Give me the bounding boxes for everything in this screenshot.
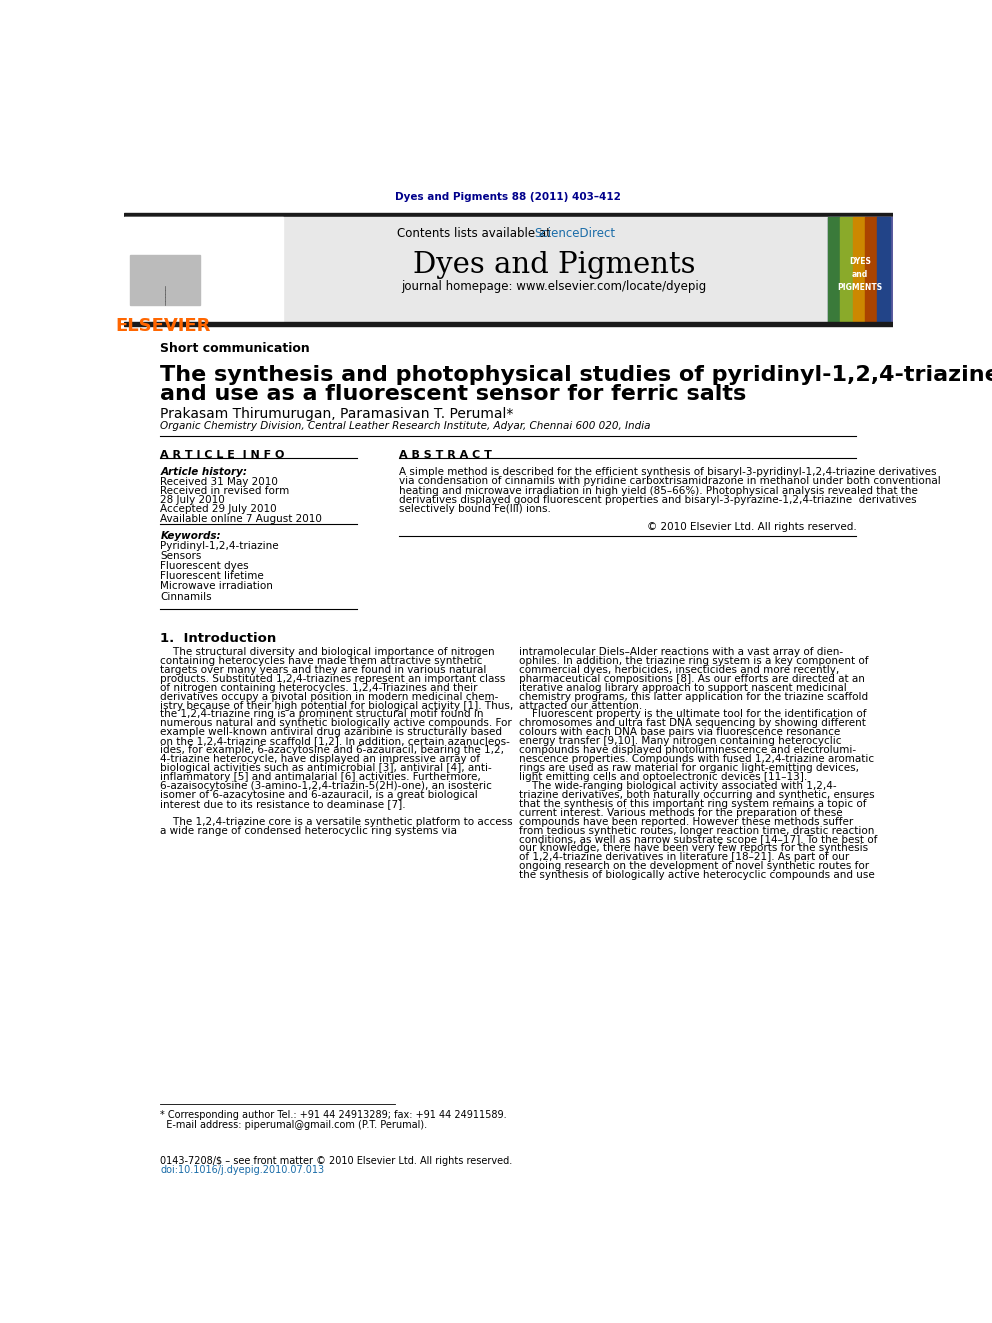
Text: via condensation of cinnamils with pyridine carboxtrisamidrazone in methanol und: via condensation of cinnamils with pyrid… <box>399 476 940 486</box>
Text: ScienceDirect: ScienceDirect <box>534 226 615 239</box>
Text: iterative analog library approach to support nascent medicinal: iterative analog library approach to sup… <box>519 683 847 693</box>
Text: and use as a fluorescent sensor for ferric salts: and use as a fluorescent sensor for ferr… <box>161 385 747 405</box>
Text: A simple method is described for the efficient synthesis of bisaryl-3-pyridinyl-: A simple method is described for the eff… <box>399 467 936 476</box>
Text: Fluorescent lifetime: Fluorescent lifetime <box>161 572 264 582</box>
Bar <box>124 213 893 217</box>
Text: that the synthesis of this important ring system remains a topic of: that the synthesis of this important rin… <box>519 799 867 808</box>
Text: attracted our attention.: attracted our attention. <box>519 701 643 710</box>
Text: targets over many years and they are found in various natural: targets over many years and they are fou… <box>161 664 487 675</box>
Text: compounds have been reported. However these methods suffer: compounds have been reported. However th… <box>519 816 853 827</box>
Text: Microwave irradiation: Microwave irradiation <box>161 582 274 591</box>
Text: The 1,2,4-triazine core is a versatile synthetic platform to access: The 1,2,4-triazine core is a versatile s… <box>161 816 513 827</box>
Text: ophiles. In addition, the triazine ring system is a key component of: ophiles. In addition, the triazine ring … <box>519 656 869 665</box>
Text: istry because of their high potential for biological activity [1]. Thus,: istry because of their high potential fo… <box>161 701 514 710</box>
Text: Cinnamils: Cinnamils <box>161 591 212 602</box>
Text: Dyes and Pigments 88 (2011) 403–412: Dyes and Pigments 88 (2011) 403–412 <box>396 192 621 202</box>
Bar <box>877 217 890 324</box>
Text: chemistry programs, this latter application for the triazine scaffold: chemistry programs, this latter applicat… <box>519 692 868 701</box>
Text: The wide-ranging biological activity associated with 1,2,4-: The wide-ranging biological activity ass… <box>519 781 837 791</box>
Text: of nitrogen containing heterocycles. 1,2,4-Triazines and their: of nitrogen containing heterocycles. 1,2… <box>161 683 478 693</box>
Text: © 2010 Elsevier Ltd. All rights reserved.: © 2010 Elsevier Ltd. All rights reserved… <box>647 523 856 532</box>
Text: commercial dyes, herbicides, insecticides and more recently,: commercial dyes, herbicides, insecticide… <box>519 664 839 675</box>
Bar <box>852 217 865 324</box>
Text: derivatives occupy a pivotal position in modern medicinal chem-: derivatives occupy a pivotal position in… <box>161 692 499 701</box>
Text: Received in revised form: Received in revised form <box>161 486 290 496</box>
Text: inflammatory [5] and antimalarial [6] activities. Furthermore,: inflammatory [5] and antimalarial [6] ac… <box>161 773 481 782</box>
Text: rings are used as raw material for organic light-emitting devices,: rings are used as raw material for organ… <box>519 763 859 773</box>
Text: ongoing research on the development of novel synthetic routes for: ongoing research on the development of n… <box>519 861 869 872</box>
Bar <box>124 217 283 324</box>
Bar <box>827 217 893 324</box>
Text: conditions, as well as narrow substrate scope [14–17]. To the best of: conditions, as well as narrow substrate … <box>519 835 878 844</box>
Text: 6-azaisocytosine (3-amino-1,2,4-triazin-5(2H)-one), an isosteric: 6-azaisocytosine (3-amino-1,2,4-triazin-… <box>161 781 492 791</box>
Text: numerous natural and synthetic biologically active compounds. For: numerous natural and synthetic biologica… <box>161 718 512 729</box>
Text: Received 31 May 2010: Received 31 May 2010 <box>161 476 279 487</box>
Text: The synthesis and photophysical studies of pyridinyl-1,2,4-triazine derivatives: The synthesis and photophysical studies … <box>161 365 992 385</box>
Text: the 1,2,4-triazine ring is a prominent structural motif found in: the 1,2,4-triazine ring is a prominent s… <box>161 709 484 720</box>
Text: Article history:: Article history: <box>161 467 247 476</box>
Text: A B S T R A C T: A B S T R A C T <box>399 450 492 460</box>
Text: of 1,2,4-triazine derivatives in literature [18–21]. As part of our: of 1,2,4-triazine derivatives in literat… <box>519 852 849 863</box>
Bar <box>827 217 840 324</box>
Text: 1.  Introduction: 1. Introduction <box>161 632 277 646</box>
Text: Contents lists available at: Contents lists available at <box>397 226 555 239</box>
Text: containing heterocycles have made them attractive synthetic: containing heterocycles have made them a… <box>161 656 483 665</box>
Text: The structural diversity and biological importance of nitrogen: The structural diversity and biological … <box>161 647 495 658</box>
Text: energy transfer [9,10]. Many nitrogen containing heterocyclic: energy transfer [9,10]. Many nitrogen co… <box>519 737 842 746</box>
Text: Available online 7 August 2010: Available online 7 August 2010 <box>161 513 322 524</box>
Text: Prakasam Thirumurugan, Paramasivan T. Perumal*: Prakasam Thirumurugan, Paramasivan T. Pe… <box>161 406 514 421</box>
Text: Keywords:: Keywords: <box>161 532 221 541</box>
Text: selectively bound Fe(III) ions.: selectively bound Fe(III) ions. <box>399 504 551 515</box>
Bar <box>124 217 893 324</box>
Text: isomer of 6-azacytosine and 6-azauracil, is a great biological: isomer of 6-azacytosine and 6-azauracil,… <box>161 790 478 800</box>
Text: colours with each DNA base pairs via fluorescence resonance: colours with each DNA base pairs via flu… <box>519 728 840 737</box>
Text: triazine derivatives, both naturally occurring and synthetic, ensures: triazine derivatives, both naturally occ… <box>519 790 875 800</box>
Text: A R T I C L E  I N F O: A R T I C L E I N F O <box>161 450 285 460</box>
Text: DYES
and
PIGMENTS: DYES and PIGMENTS <box>837 257 883 292</box>
Bar <box>130 255 200 306</box>
Text: Fluorescent property is the ultimate tool for the identification of: Fluorescent property is the ultimate too… <box>519 709 867 720</box>
Text: products. Substituted 1,2,4-triazines represent an important class: products. Substituted 1,2,4-triazines re… <box>161 673 506 684</box>
Text: Fluorescent dyes: Fluorescent dyes <box>161 561 249 572</box>
Text: on the 1,2,4-triazine scaffold [1,2]. In addition, certain azanucleos-: on the 1,2,4-triazine scaffold [1,2]. In… <box>161 737 510 746</box>
Text: pharmaceutical compositions [8]. As our efforts are directed at an: pharmaceutical compositions [8]. As our … <box>519 673 865 684</box>
Text: example well-known antiviral drug azaribine is structurally based: example well-known antiviral drug azarib… <box>161 728 502 737</box>
Text: 0143-7208/$ – see front matter © 2010 Elsevier Ltd. All rights reserved.: 0143-7208/$ – see front matter © 2010 El… <box>161 1156 513 1166</box>
Text: ELSEVIER: ELSEVIER <box>115 316 210 335</box>
Bar <box>865 217 877 324</box>
Text: Sensors: Sensors <box>161 552 201 561</box>
Text: Dyes and Pigments: Dyes and Pigments <box>413 251 695 279</box>
Text: the synthesis of biologically active heterocyclic compounds and use: the synthesis of biologically active het… <box>519 871 875 880</box>
Bar <box>840 217 852 324</box>
Text: light emitting cells and optoelectronic devices [11–13].: light emitting cells and optoelectronic … <box>519 773 807 782</box>
Text: Pyridinyl-1,2,4-triazine: Pyridinyl-1,2,4-triazine <box>161 541 279 552</box>
Text: E-mail address: piperumal@gmail.com (P.T. Perumal).: E-mail address: piperumal@gmail.com (P.T… <box>161 1121 428 1130</box>
Text: biological activities such as antimicrobial [3], antiviral [4], anti-: biological activities such as antimicrob… <box>161 763 492 773</box>
Text: derivatives displayed good fluorescent properties and bisaryl-3-pyrazine-1,2,4-t: derivatives displayed good fluorescent p… <box>399 495 917 505</box>
Text: a wide range of condensed heterocyclic ring systems via: a wide range of condensed heterocyclic r… <box>161 826 457 836</box>
Text: current interest. Various methods for the preparation of these: current interest. Various methods for th… <box>519 808 843 818</box>
Text: from tedious synthetic routes, longer reaction time, drastic reaction: from tedious synthetic routes, longer re… <box>519 826 875 836</box>
Bar <box>124 321 893 325</box>
Text: journal homepage: www.elsevier.com/locate/dyepig: journal homepage: www.elsevier.com/locat… <box>402 280 706 294</box>
Text: heating and microwave irradiation in high yield (85–66%). Photophysical analysis: heating and microwave irradiation in hig… <box>399 486 918 496</box>
Text: * Corresponding author Tel.: +91 44 24913289; fax: +91 44 24911589.: * Corresponding author Tel.: +91 44 2491… <box>161 1110 507 1121</box>
Text: nescence properties. Compounds with fused 1,2,4-triazine aromatic: nescence properties. Compounds with fuse… <box>519 754 874 765</box>
Text: Accepted 29 July 2010: Accepted 29 July 2010 <box>161 504 277 515</box>
Text: 28 July 2010: 28 July 2010 <box>161 495 225 505</box>
Text: interest due to its resistance to deaminase [7].: interest due to its resistance to deamin… <box>161 799 406 808</box>
Text: Short communication: Short communication <box>161 343 310 355</box>
Text: compounds have displayed photoluminescence and electrolumi-: compounds have displayed photoluminescen… <box>519 745 856 755</box>
Text: our knowledge, there have been very few reports for the synthesis: our knowledge, there have been very few … <box>519 844 868 853</box>
Text: intramolecular Diels–Alder reactions with a vast array of dien-: intramolecular Diels–Alder reactions wit… <box>519 647 843 658</box>
Text: chromosomes and ultra fast DNA sequencing by showing different: chromosomes and ultra fast DNA sequencin… <box>519 718 866 729</box>
Text: doi:10.1016/j.dyepig.2010.07.013: doi:10.1016/j.dyepig.2010.07.013 <box>161 1166 324 1175</box>
Text: ides, for example, 6-azacytosine and 6-azauracil, bearing the 1,2,: ides, for example, 6-azacytosine and 6-a… <box>161 745 504 755</box>
Text: 4-triazine heterocycle, have displayed an impressive array of: 4-triazine heterocycle, have displayed a… <box>161 754 480 765</box>
Text: Organic Chemistry Division, Central Leather Research Institute, Adyar, Chennai 6: Organic Chemistry Division, Central Leat… <box>161 421 651 431</box>
